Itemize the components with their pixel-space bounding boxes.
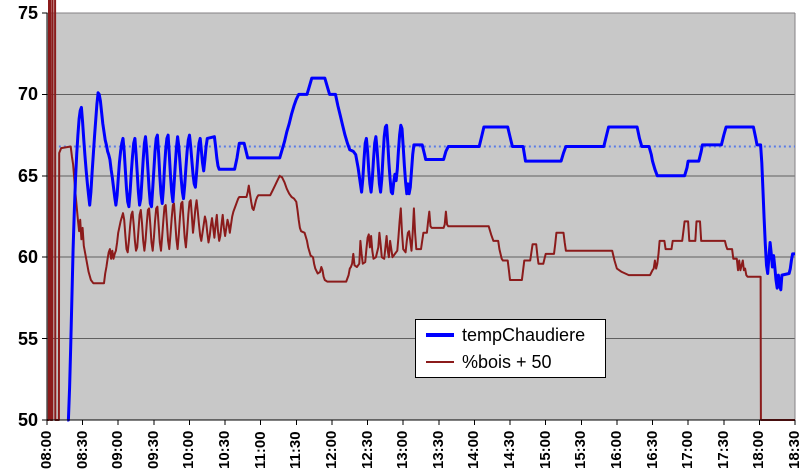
x-axis-label: 08:00 xyxy=(38,430,55,469)
x-axis-label: 09:00 xyxy=(109,430,127,469)
legend-line-sample-bois xyxy=(426,361,454,363)
x-axis-label: 14:00 xyxy=(465,430,483,469)
y-axis-label: 70 xyxy=(17,84,38,105)
x-axis-label: 14:30 xyxy=(501,430,519,469)
x-axis-label: 11:00 xyxy=(251,431,269,469)
x-axis-label: 12:00 xyxy=(322,430,340,469)
x-axis-label: 16:30 xyxy=(643,430,661,469)
legend: tempChaudiere %bois + 50 xyxy=(415,319,606,378)
x-axis-label: 15:30 xyxy=(572,430,590,469)
x-axis-label: 16:00 xyxy=(607,430,625,469)
x-axis-label: 13:00 xyxy=(394,430,412,469)
series-line-bois xyxy=(47,0,795,421)
series-line-tempchaudiere xyxy=(66,76,795,422)
y-axis-label: 65 xyxy=(17,165,38,186)
legend-label-bois: %bois + 50 xyxy=(462,351,552,372)
x-axis-label: 17:30 xyxy=(714,430,732,469)
legend-item-tempchaudiere: tempChaudiere xyxy=(425,323,605,347)
x-axis-label: 08:30 xyxy=(73,430,91,469)
y-axis-label: 50 xyxy=(17,410,38,430)
x-axis-label: 18:00 xyxy=(750,430,768,469)
y-axis-label: 75 xyxy=(17,3,38,23)
y-axis-label: 55 xyxy=(17,328,38,349)
x-axis-label: 18:30 xyxy=(786,430,800,469)
legend-label-tempchaudiere: tempChaudiere xyxy=(462,324,586,345)
legend-item-bois: %bois + 50 xyxy=(425,350,605,374)
x-axis-label: 15:00 xyxy=(536,430,554,469)
x-axis-label: 13:30 xyxy=(429,430,447,469)
legend-line-sample-tempchaudiere xyxy=(426,333,454,337)
x-axis-label: 10:00 xyxy=(180,430,198,469)
x-axis-label: 09:30 xyxy=(144,430,162,469)
x-axis-label: 12:30 xyxy=(358,430,376,469)
x-axis-label: 11:30 xyxy=(287,431,305,469)
x-axis-label: 10:30 xyxy=(216,430,234,469)
y-axis-label: 60 xyxy=(17,247,38,268)
x-axis-label: 17:00 xyxy=(679,430,697,469)
